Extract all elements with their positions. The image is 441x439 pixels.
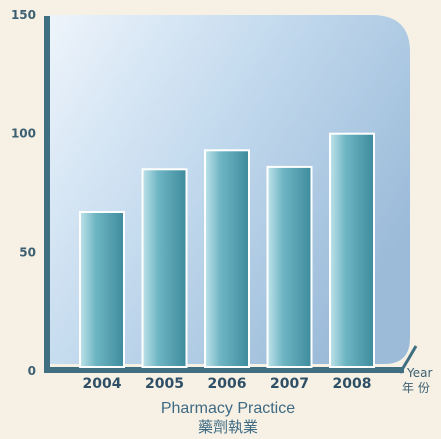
x-category-label: 2004 bbox=[83, 376, 122, 392]
bar-2005 bbox=[141, 168, 188, 368]
x-axis-unit-en: Year bbox=[406, 366, 432, 380]
bar-2008 bbox=[329, 132, 375, 368]
y-axis bbox=[44, 16, 50, 373]
y-tick-label: 100 bbox=[11, 127, 36, 141]
x-category-labels: 2004 2005 2006 2007 2008 bbox=[83, 376, 372, 392]
x-axis-unit-zh: 年 份 bbox=[402, 381, 430, 395]
y-tick-label: 150 bbox=[11, 8, 36, 22]
bar-2007 bbox=[266, 165, 313, 368]
chart-caption-en: Pharmacy Practice bbox=[161, 400, 295, 417]
chart-caption-zh: 藥劑執業 bbox=[198, 418, 258, 436]
x-category-label: 2008 bbox=[333, 376, 372, 392]
bar-2006 bbox=[204, 149, 250, 368]
y-tick-labels: 0 50 100 150 bbox=[11, 8, 36, 378]
x-axis-tail bbox=[398, 345, 418, 374]
bar-2004 bbox=[79, 211, 125, 368]
bars-layer bbox=[79, 132, 375, 368]
x-category-label: 2006 bbox=[208, 376, 247, 392]
y-tick-label: 0 bbox=[28, 364, 36, 378]
x-category-label: 2005 bbox=[145, 376, 184, 392]
x-category-label: 2007 bbox=[270, 376, 309, 392]
y-tick-label: 50 bbox=[19, 245, 36, 259]
x-axis bbox=[44, 367, 404, 373]
